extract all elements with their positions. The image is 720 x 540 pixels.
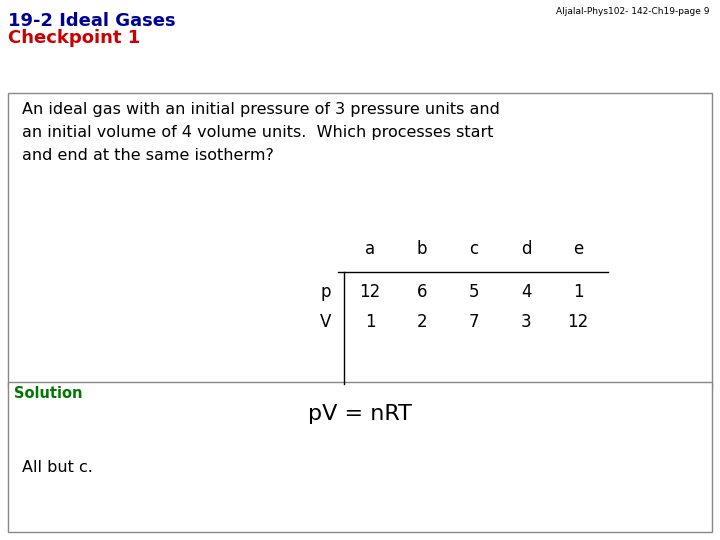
Text: 1: 1 <box>365 313 375 331</box>
Text: pV = nRT: pV = nRT <box>308 404 412 424</box>
FancyBboxPatch shape <box>8 93 712 388</box>
Text: 12: 12 <box>359 283 381 301</box>
FancyBboxPatch shape <box>8 382 712 532</box>
Text: 7: 7 <box>469 313 480 331</box>
Text: c: c <box>469 240 479 258</box>
Text: 4: 4 <box>521 283 531 301</box>
Text: e: e <box>573 240 583 258</box>
Text: 5: 5 <box>469 283 480 301</box>
Text: 6: 6 <box>417 283 427 301</box>
Text: 2: 2 <box>417 313 427 331</box>
Text: b: b <box>417 240 427 258</box>
Text: Aljalal-Phys102- 142-Ch19-page 9: Aljalal-Phys102- 142-Ch19-page 9 <box>557 7 710 16</box>
Text: All but c.: All but c. <box>22 460 93 475</box>
Text: V: V <box>320 313 332 331</box>
Text: Checkpoint 1: Checkpoint 1 <box>8 29 140 47</box>
Text: d: d <box>521 240 531 258</box>
Text: 12: 12 <box>567 313 589 331</box>
Text: a: a <box>365 240 375 258</box>
Text: 19-2 Ideal Gases: 19-2 Ideal Gases <box>8 12 176 30</box>
Text: Solution: Solution <box>14 386 83 401</box>
Text: An ideal gas with an initial pressure of 3 pressure units and
an initial volume : An ideal gas with an initial pressure of… <box>22 102 500 163</box>
Text: p: p <box>320 283 331 301</box>
Text: 1: 1 <box>572 283 583 301</box>
Text: 3: 3 <box>521 313 531 331</box>
